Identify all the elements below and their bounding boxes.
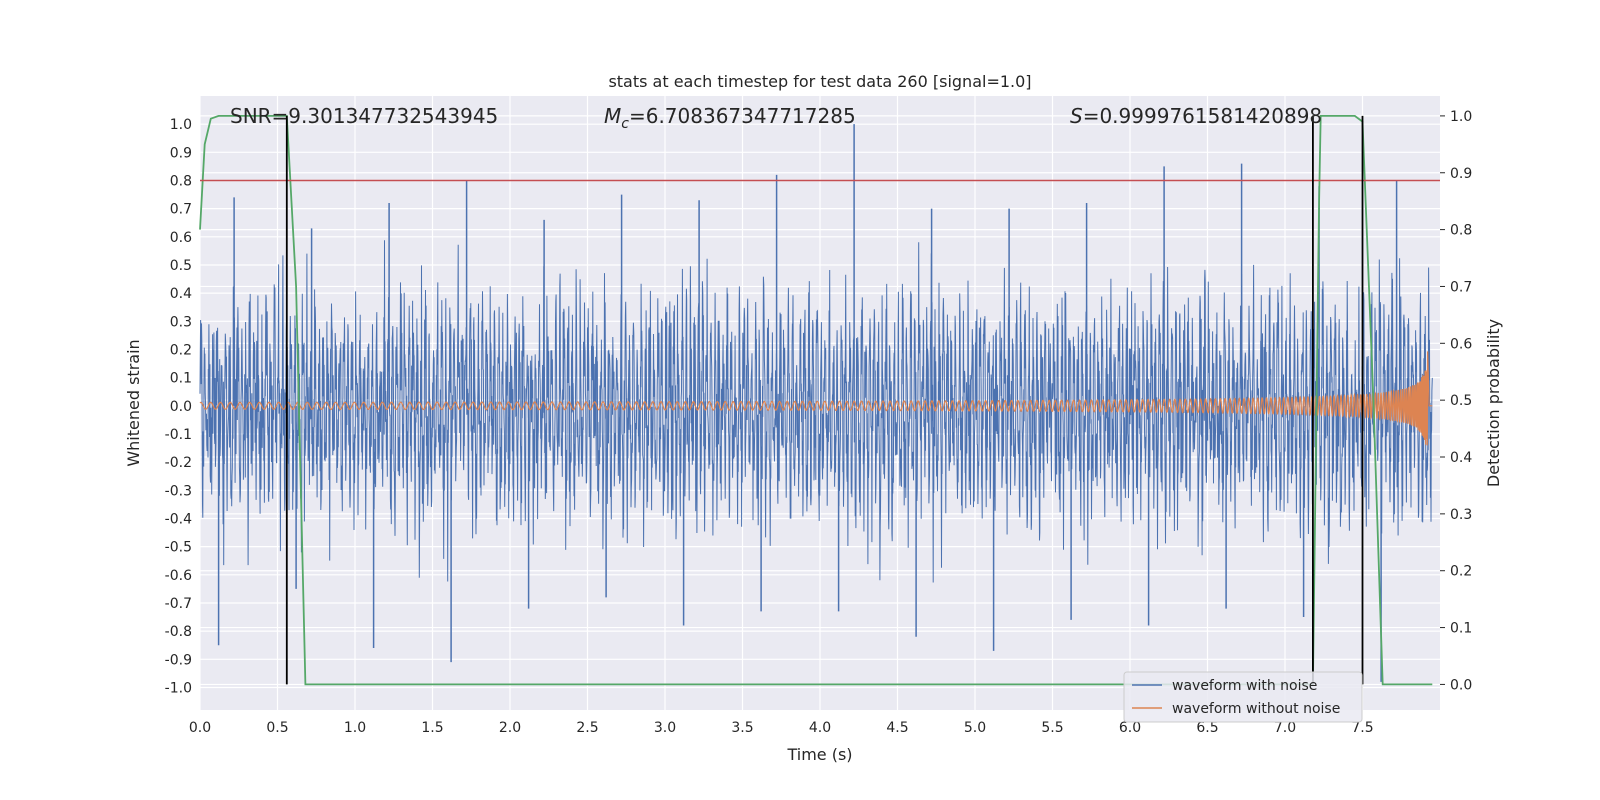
x-tick-label: 1.5 — [421, 720, 443, 736]
threshold-and-vlines — [200, 115, 1440, 685]
x-tick-label: 7.0 — [1274, 720, 1296, 736]
y-tick-label: 0.2 — [170, 342, 192, 358]
y-tick-label: -0.6 — [165, 568, 192, 584]
y-tick-label: -0.7 — [165, 596, 192, 612]
y2-axis-label: Detection probability — [1484, 319, 1503, 487]
axis-ticks: 0.0 0.5 1.0 1.5 2.0 2.5 3.0 3.5 4.0 4.5 5.0 5.5 6.0 6… — [165, 109, 1473, 736]
y-tick-label: -0.3 — [165, 483, 192, 499]
y-tick-label: 1.0 — [170, 117, 192, 133]
y-tick-label: 0.6 — [170, 230, 192, 246]
y-tick-label: 0.0 — [170, 399, 192, 415]
noisy-waveform-line — [199, 240, 1433, 583]
x-tick-label: 4.0 — [809, 720, 831, 736]
y-tick-label: -0.4 — [165, 511, 192, 527]
x-tick-label: 2.0 — [499, 720, 521, 736]
x-tick-label: 0.0 — [189, 720, 211, 736]
legend-box — [1123, 671, 1363, 723]
y-tick-label: -0.2 — [165, 455, 192, 471]
y-tick-label: 0.4 — [170, 286, 192, 302]
y2-tick-label: 0.8 — [1450, 223, 1472, 239]
y-tick-label: 0.5 — [170, 258, 192, 274]
y2-tick-label: 0.2 — [1450, 564, 1472, 580]
chirp-mass-annotation: Mc=6.708367347717285 — [604, 104, 856, 132]
x-tick-label: 5.5 — [1041, 720, 1063, 736]
x-tick-label: 6.0 — [1119, 720, 1141, 736]
x-tick-label: 0.5 — [266, 720, 288, 736]
x-tick-label: 3.0 — [654, 720, 676, 736]
y-tick-label: -0.1 — [165, 427, 192, 443]
y-tick-label: 0.1 — [170, 371, 192, 387]
y2-tick-label: 1.0 — [1450, 109, 1472, 125]
y-tick-label: -0.9 — [165, 652, 192, 668]
clean-waveform-line — [199, 351, 1433, 446]
y-tick-label: 0.9 — [170, 145, 192, 161]
y-tick-label: 0.8 — [170, 173, 192, 189]
x-tick-label: 3.5 — [731, 720, 753, 736]
snr-annotation: SNR=9.301347732543945 — [230, 104, 498, 128]
y-tick-label: 0.3 — [170, 314, 192, 330]
y2-tick-label: 0.5 — [1450, 393, 1472, 409]
chart-title: stats at each timestep for test data 260… — [608, 72, 1031, 91]
mc-subscript: c — [621, 116, 629, 132]
y2-tick-label: 0.1 — [1450, 621, 1472, 637]
x-tick-label: 5.0 — [964, 720, 986, 736]
x-tick-label: 6.5 — [1196, 720, 1218, 736]
score-annotation: S=0.9999761581420898 — [1070, 104, 1322, 128]
mc-symbol: M — [604, 104, 621, 128]
y2-tick-label: 0.3 — [1450, 507, 1472, 523]
x-tick-label: 7.5 — [1351, 720, 1373, 736]
y-axis-label: Whitened strain — [124, 339, 143, 466]
mc-value: =6.708367347717285 — [629, 104, 856, 128]
x-tick-label: 1.0 — [344, 720, 366, 736]
y2-tick-label: 0.0 — [1450, 677, 1472, 693]
y-tick-label: -0.8 — [165, 624, 192, 640]
y2-tick-label: 0.7 — [1450, 279, 1472, 295]
y2-tick-label: 0.6 — [1450, 336, 1472, 352]
y-tick-label: 0.7 — [170, 202, 192, 218]
clean-waveform — [199, 351, 1433, 446]
y2-tick-label: 0.9 — [1450, 166, 1472, 182]
legend-label-noisy: waveform with noise — [1172, 678, 1317, 694]
x-axis-label: Time (s) — [786, 745, 852, 764]
x-tick-label: 2.5 — [576, 720, 598, 736]
s-value: =0.9999761581420898 — [1083, 104, 1322, 128]
s-symbol: S — [1070, 104, 1083, 128]
y-tick-label: -0.5 — [165, 540, 192, 556]
y2-tick-label: 0.4 — [1450, 450, 1472, 466]
legend: waveform with noise waveform without noi… — [1123, 671, 1363, 723]
y-tick-label: -1.0 — [165, 680, 192, 696]
x-tick-label: 4.5 — [886, 720, 908, 736]
legend-label-clean: waveform without noise — [1172, 701, 1340, 717]
